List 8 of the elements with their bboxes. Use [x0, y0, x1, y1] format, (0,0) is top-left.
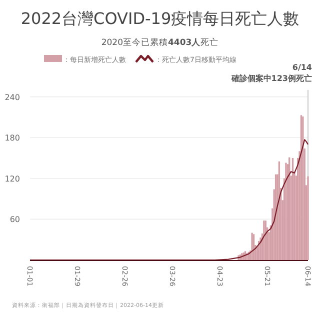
chart-subtitle: 2020至今已累積4403人死亡 — [101, 37, 219, 48]
line-series — [29, 139, 309, 261]
y-tick-label: 60 — [10, 215, 20, 224]
y-tick-label: 240 — [4, 92, 20, 102]
chart-title: 2022台灣COVID-19疫情每日死亡人數 — [20, 9, 300, 28]
y-tick-label: 180 — [4, 134, 20, 143]
ref-line-label: 6/14 確診個案中123例死亡 — [230, 63, 312, 83]
y-tick-label: 120 — [4, 174, 20, 184]
